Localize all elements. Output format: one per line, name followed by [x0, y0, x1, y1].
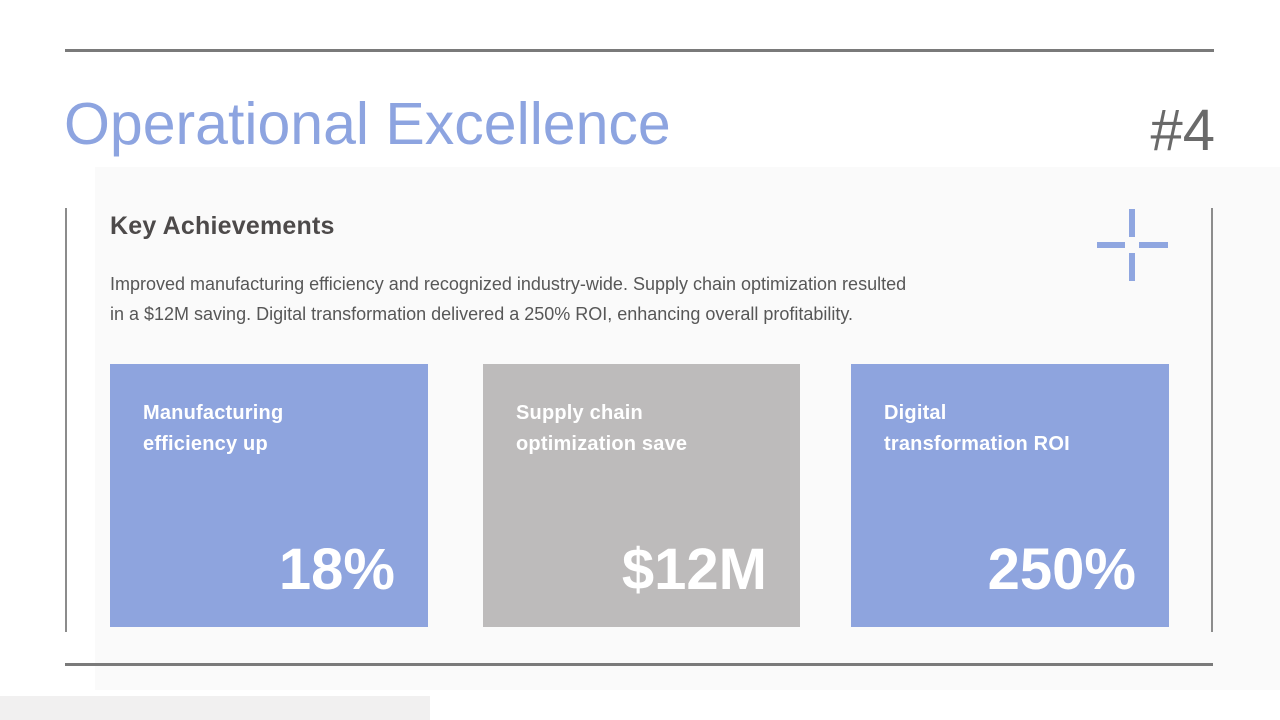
metric-card-label-line: Digital	[884, 402, 947, 424]
body-line: Improved manufacturing efficiency and re…	[110, 274, 907, 294]
bottom-rule	[65, 663, 1213, 666]
crosshair-segment	[1139, 242, 1168, 248]
metric-card-supply-chain: Supply chain optimization save $12M	[483, 364, 800, 627]
metric-card-label-line: Supply chain	[516, 402, 643, 424]
crosshair-icon	[1097, 209, 1168, 281]
crosshair-segment	[1129, 253, 1135, 281]
section-heading: Key Achievements	[110, 212, 335, 240]
metric-card-label-line: optimization save	[516, 433, 688, 455]
left-rule	[65, 208, 67, 632]
metric-card-manufacturing-efficiency: Manufacturing efficiency up 18%	[110, 364, 428, 627]
right-rule	[1211, 208, 1213, 632]
bottom-left-strip	[0, 696, 430, 720]
metric-card-label: Supply chain optimization save	[516, 398, 687, 460]
body-line: in a $12M saving. Digital transformation…	[110, 304, 854, 324]
metric-card-value: 250%	[987, 537, 1136, 602]
metric-card-label-line: Manufacturing	[143, 402, 284, 424]
slide-number: #4	[1150, 98, 1215, 163]
top-rule	[65, 49, 1214, 52]
crosshair-segment	[1097, 242, 1125, 248]
crosshair-segment	[1129, 209, 1135, 237]
slide-title: Operational Excellence	[64, 91, 671, 157]
section-body: Improved manufacturing efficiency and re…	[110, 269, 1030, 329]
metric-card-label-line: efficiency up	[143, 433, 268, 455]
metric-card-value: 18%	[278, 537, 395, 602]
metric-card-label-line: transformation ROI	[884, 433, 1070, 455]
metric-card-label: Digital transformation ROI	[884, 398, 1070, 460]
metric-card-label: Manufacturing efficiency up	[143, 398, 283, 460]
metric-card-digital-transformation: Digital transformation ROI 250%	[851, 364, 1169, 627]
metric-card-value: $12M	[621, 537, 767, 602]
